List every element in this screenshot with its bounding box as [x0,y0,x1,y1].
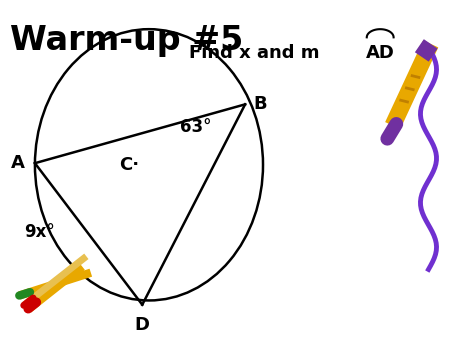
Text: 9x°: 9x° [24,223,55,241]
Text: AD: AD [366,44,395,62]
Text: Warm-up #5: Warm-up #5 [10,24,244,57]
Text: D: D [135,316,150,334]
Text: C·: C· [119,156,139,174]
Text: Find x and m: Find x and m [189,44,326,62]
Text: A: A [11,154,25,172]
Text: 63°: 63° [180,118,211,136]
Text: B: B [253,95,267,113]
